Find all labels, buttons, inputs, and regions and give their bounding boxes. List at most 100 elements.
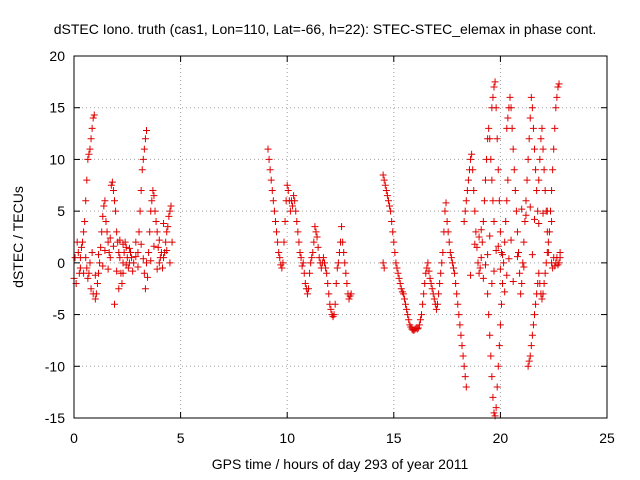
data-point-marker bbox=[413, 325, 421, 333]
data-point-marker bbox=[130, 259, 138, 267]
data-point-marker bbox=[539, 290, 547, 298]
data-point-marker bbox=[140, 269, 148, 277]
data-point-marker bbox=[492, 246, 500, 254]
data-point-marker bbox=[166, 259, 174, 267]
data-point-marker bbox=[340, 249, 348, 257]
data-point-marker bbox=[536, 155, 544, 163]
data-point-marker bbox=[529, 124, 537, 132]
data-point-marker bbox=[319, 254, 327, 262]
data-point-marker bbox=[469, 166, 477, 174]
data-point-marker bbox=[415, 321, 423, 329]
data-point-marker bbox=[309, 249, 317, 257]
data-point-marker bbox=[467, 271, 475, 279]
data-point-marker bbox=[76, 264, 84, 272]
data-point-marker bbox=[146, 228, 154, 236]
data-point-marker bbox=[532, 166, 540, 174]
data-point-marker bbox=[490, 83, 498, 91]
data-point-marker bbox=[489, 393, 497, 401]
data-point-marker bbox=[459, 352, 467, 360]
data-point-marker bbox=[499, 251, 507, 259]
data-point-marker bbox=[275, 249, 283, 257]
data-point-marker bbox=[436, 280, 444, 288]
data-point-marker bbox=[297, 254, 305, 262]
grid-lines bbox=[74, 56, 607, 418]
data-point-marker bbox=[150, 242, 158, 250]
data-point-marker bbox=[308, 254, 316, 262]
data-point-marker bbox=[531, 311, 539, 319]
data-point-marker bbox=[526, 203, 534, 211]
data-point-marker bbox=[109, 186, 117, 194]
data-point-marker bbox=[323, 269, 331, 277]
data-point-marker bbox=[503, 197, 511, 205]
data-point-marker bbox=[509, 145, 517, 153]
data-point-marker bbox=[555, 259, 563, 267]
data-point-marker bbox=[112, 207, 120, 215]
data-point-marker bbox=[421, 280, 429, 288]
data-point-marker bbox=[153, 228, 161, 236]
data-point-marker bbox=[97, 243, 105, 251]
data-point-marker bbox=[551, 124, 559, 132]
data-point-marker bbox=[548, 186, 556, 194]
x-tick-label: 10 bbox=[279, 430, 295, 446]
data-point-marker bbox=[492, 104, 500, 112]
data-point-marker bbox=[504, 114, 512, 122]
data-point-marker bbox=[399, 290, 407, 298]
data-point-marker bbox=[480, 197, 488, 205]
data-point-marker bbox=[140, 145, 148, 153]
data-point-marker bbox=[83, 176, 91, 184]
data-point-marker bbox=[486, 331, 494, 339]
data-point-marker bbox=[152, 217, 160, 225]
data-point-marker bbox=[150, 192, 158, 200]
data-point-marker bbox=[136, 207, 144, 215]
data-point-marker bbox=[295, 238, 303, 246]
data-point-marker bbox=[517, 290, 525, 298]
data-point-marker bbox=[446, 249, 454, 257]
data-point-marker bbox=[513, 228, 521, 236]
data-point-marker bbox=[163, 246, 171, 254]
data-point-marker bbox=[543, 207, 551, 215]
data-point-marker bbox=[520, 263, 528, 271]
data-point-marker bbox=[158, 264, 166, 272]
data-point-marker bbox=[522, 211, 530, 219]
data-point-marker bbox=[88, 124, 96, 132]
data-point-marker bbox=[325, 290, 333, 298]
data-point-marker bbox=[141, 285, 149, 293]
data-point-marker bbox=[164, 223, 172, 231]
data-point-marker bbox=[310, 238, 318, 246]
data-point-marker bbox=[279, 259, 287, 267]
data-point-marker bbox=[516, 269, 524, 277]
data-point-marker bbox=[81, 217, 89, 225]
data-point-marker bbox=[490, 409, 498, 417]
data-point-marker bbox=[91, 295, 99, 303]
data-point-marker bbox=[151, 207, 159, 215]
data-point-marker bbox=[507, 236, 515, 244]
data-point-marker bbox=[276, 254, 284, 262]
x-tick-label: 20 bbox=[493, 430, 509, 446]
data-point-marker bbox=[456, 321, 464, 329]
data-point-marker bbox=[544, 238, 552, 246]
data-point-marker bbox=[510, 166, 518, 174]
data-point-marker bbox=[438, 259, 446, 267]
data-point-marker bbox=[457, 331, 465, 339]
data-point-marker bbox=[82, 254, 90, 262]
data-point-marker bbox=[462, 383, 470, 391]
data-point-marker bbox=[379, 259, 387, 267]
data-point-marker bbox=[486, 135, 494, 143]
data-point-marker bbox=[497, 300, 505, 308]
data-point-marker bbox=[394, 269, 402, 277]
data-point-marker bbox=[113, 267, 121, 275]
data-point-marker bbox=[132, 253, 140, 261]
data-point-marker bbox=[528, 251, 536, 259]
data-point-marker bbox=[537, 135, 545, 143]
data-point-marker bbox=[86, 145, 94, 153]
data-point-marker bbox=[103, 228, 111, 236]
data-point-marker bbox=[343, 280, 351, 288]
data-point-marker bbox=[458, 342, 466, 350]
data-point-marker bbox=[264, 145, 272, 153]
data-point-marker bbox=[471, 240, 479, 248]
data-point-marker bbox=[104, 265, 112, 273]
data-point-marker bbox=[111, 300, 119, 308]
data-point-marker bbox=[521, 217, 529, 225]
data-point-marker bbox=[550, 145, 558, 153]
data-point-marker bbox=[389, 228, 397, 236]
